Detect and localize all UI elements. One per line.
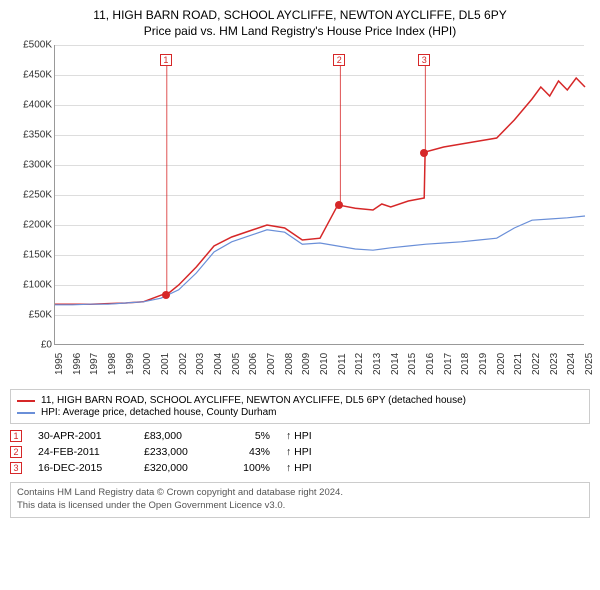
line-svg <box>55 45 585 345</box>
x-tick-label: 2014 <box>390 353 401 375</box>
x-tick-label: 1996 <box>72 353 83 375</box>
legend: 11, HIGH BARN ROAD, SCHOOL AYCLIFFE, NEW… <box>10 389 590 424</box>
x-tick-label: 2025 <box>584 353 595 375</box>
y-tick-label: £200K <box>23 220 52 231</box>
x-tick-label: 2019 <box>478 353 489 375</box>
events-table: 1 30-APR-2001 £83,000 5% ↑ HPI 2 24-FEB-2011 £2… <box>10 430 590 474</box>
chart-title: 11, HIGH BARN ROAD, SCHOOL AYCLIFFE, NEW… <box>10 8 590 39</box>
footer-line1: Contains HM Land Registry data © Crown c… <box>17 487 583 500</box>
footer-line2: This data is licensed under the Open Gov… <box>17 500 583 513</box>
event-row: 2 24-FEB-2011 £233,000 43% ↑ HPI <box>10 446 590 458</box>
x-tick-label: 2011 <box>337 354 348 376</box>
y-axis-labels: £0£50K£100K£150K£200K£250K£300K£350K£400… <box>10 45 54 345</box>
marker-box: 1 <box>160 54 172 66</box>
x-tick-label: 2023 <box>549 353 560 375</box>
legend-swatch <box>17 400 35 402</box>
x-tick-label: 2016 <box>425 353 436 375</box>
footer-attribution: Contains HM Land Registry data © Crown c… <box>10 482 590 518</box>
event-pct: 5% <box>230 430 270 442</box>
event-row: 3 16-DEC-2015 £320,000 100% ↑ HPI <box>10 462 590 474</box>
chart-container: 11, HIGH BARN ROAD, SCHOOL AYCLIFFE, NEW… <box>0 0 600 526</box>
event-row: 1 30-APR-2001 £83,000 5% ↑ HPI <box>10 430 590 442</box>
legend-label: HPI: Average price, detached house, Coun… <box>41 407 277 418</box>
legend-label: 11, HIGH BARN ROAD, SCHOOL AYCLIFFE, NEW… <box>41 395 466 406</box>
title-line1: 11, HIGH BARN ROAD, SCHOOL AYCLIFFE, NEW… <box>10 8 590 24</box>
marker-dot <box>162 291 170 299</box>
marker-dot <box>335 201 343 209</box>
event-hpi-indicator: ↑ HPI <box>286 462 312 474</box>
event-hpi-indicator: ↑ HPI <box>286 446 312 458</box>
event-pct: 43% <box>230 446 270 458</box>
x-tick-label: 2015 <box>407 353 418 375</box>
y-tick-label: £250K <box>23 190 52 201</box>
y-tick-label: £350K <box>23 130 52 141</box>
x-tick-label: 2021 <box>513 353 524 375</box>
x-tick-label: 2006 <box>248 353 259 375</box>
y-tick-label: £100K <box>23 280 52 291</box>
x-tick-label: 1997 <box>89 353 100 375</box>
event-date: 16-DEC-2015 <box>38 462 128 474</box>
plot-area <box>54 45 584 345</box>
x-tick-label: 2012 <box>354 353 365 375</box>
title-line2: Price paid vs. HM Land Registry's House … <box>10 24 590 40</box>
series-property <box>55 78 585 304</box>
x-tick-label: 2017 <box>443 353 454 375</box>
y-tick-label: £450K <box>23 70 52 81</box>
x-tick-label: 2002 <box>178 353 189 375</box>
x-tick-label: 1999 <box>125 353 136 375</box>
marker-box: 3 <box>418 54 430 66</box>
legend-swatch <box>17 412 35 414</box>
event-price: £83,000 <box>144 430 214 442</box>
y-tick-label: £400K <box>23 100 52 111</box>
event-num: 3 <box>10 462 22 474</box>
series-hpi <box>55 216 585 305</box>
legend-row: HPI: Average price, detached house, Coun… <box>17 407 583 418</box>
x-axis-labels: 1995 1996 1997 1998 1999 2000 2001 2002 2003 2004… <box>54 347 584 383</box>
x-tick-label: 2010 <box>319 353 330 375</box>
x-tick-label: 2003 <box>195 353 206 375</box>
x-tick-label: 2008 <box>284 353 295 375</box>
x-tick-label: 1995 <box>54 353 65 375</box>
x-tick-label: 2022 <box>531 353 542 375</box>
event-price: £233,000 <box>144 446 214 458</box>
x-tick-label: 2009 <box>301 353 312 375</box>
x-tick-label: 2018 <box>460 353 471 375</box>
x-tick-label: 2005 <box>231 353 242 375</box>
event-pct: 100% <box>230 462 270 474</box>
x-tick-label: 2020 <box>496 353 507 375</box>
event-num: 1 <box>10 430 22 442</box>
event-num: 2 <box>10 446 22 458</box>
marker-dot <box>420 149 428 157</box>
x-tick-label: 2013 <box>372 353 383 375</box>
marker-box: 2 <box>333 54 345 66</box>
x-tick-label: 2001 <box>160 353 171 375</box>
y-tick-label: £50K <box>29 310 52 321</box>
event-date: 30-APR-2001 <box>38 430 128 442</box>
event-date: 24-FEB-2011 <box>38 446 128 458</box>
y-tick-label: £500K <box>23 40 52 51</box>
x-tick-label: 2000 <box>142 353 153 375</box>
y-tick-label: £150K <box>23 250 52 261</box>
chart-area: £0 £50K £100K £150K £200K £250K £300K £350K £400… <box>10 45 590 385</box>
x-tick-label: 2007 <box>266 353 277 375</box>
x-tick-label: 2024 <box>566 353 577 375</box>
y-tick-label: £0 <box>41 340 52 351</box>
event-price: £320,000 <box>144 462 214 474</box>
x-tick-label: 1998 <box>107 353 118 375</box>
y-tick-label: £300K <box>23 160 52 171</box>
legend-row: 11, HIGH BARN ROAD, SCHOOL AYCLIFFE, NEW… <box>17 395 583 406</box>
event-hpi-indicator: ↑ HPI <box>286 430 312 442</box>
x-tick-label: 2004 <box>213 353 224 375</box>
